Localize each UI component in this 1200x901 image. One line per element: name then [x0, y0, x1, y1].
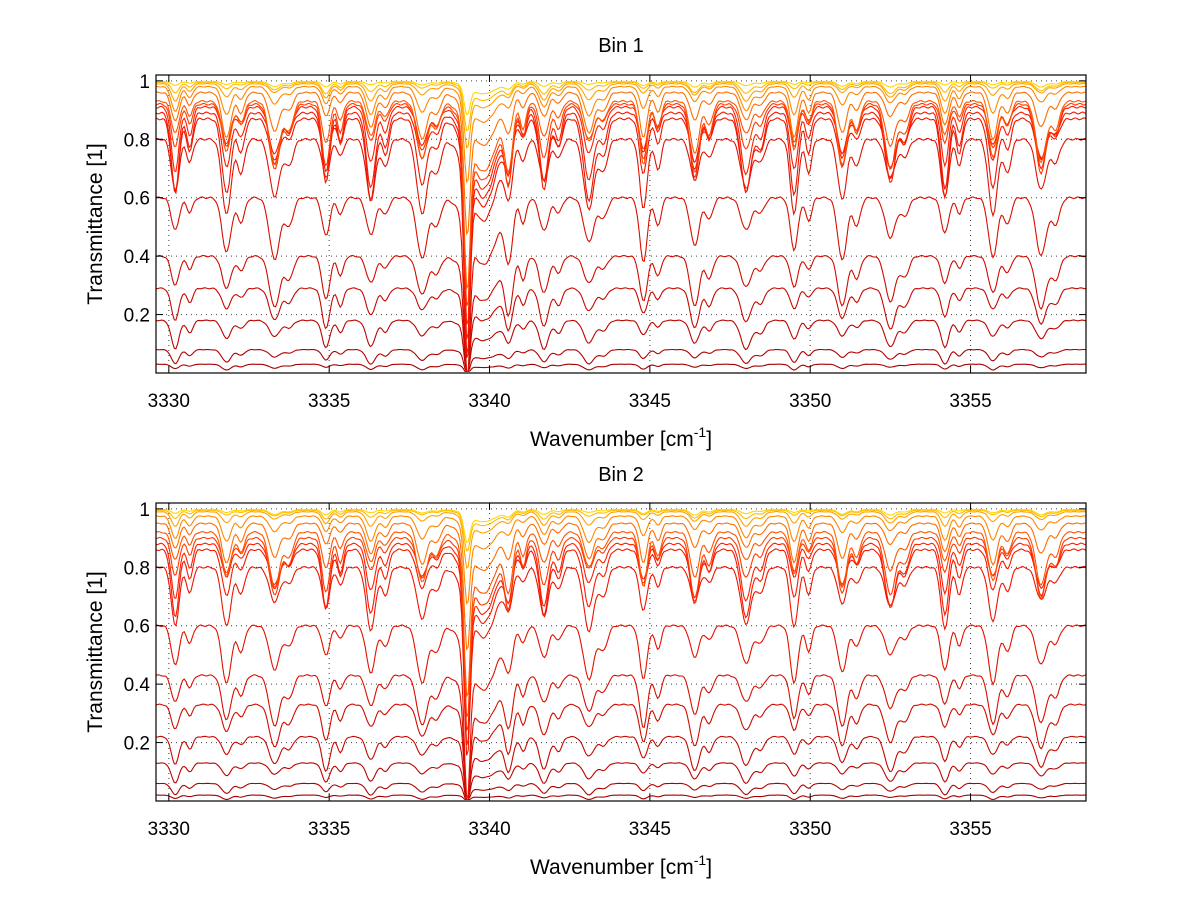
series-line: [155, 536, 1087, 718]
series-line: [155, 348, 1087, 373]
y-axis-label: Transmittance [1]: [84, 571, 107, 732]
plot-area: [155, 502, 1087, 802]
y-tick-label: 0.4: [124, 675, 151, 696]
y-axis-ticks: 0.2 0.4 0.6 0.8 1: [124, 500, 1086, 755]
x-axis-label: Wavenumber [cm-1]: [530, 424, 712, 451]
x-tick-label: 3330: [148, 819, 190, 840]
series-line: [155, 762, 1087, 801]
series-line: [156, 509, 1087, 552]
series-line: [155, 117, 1087, 354]
y-tick-label: 0.6: [124, 617, 150, 638]
y-tick-label: 0.8: [124, 558, 150, 579]
chart-panel-bin-1: Bin 1 3330 3335 3340 3345 3350 3355 0.2 0.4 0.6…: [84, 35, 1087, 451]
series-line: [155, 735, 1086, 801]
y-axis-label: Transmittance [1]: [84, 143, 107, 304]
chart-panel-bin-2: Bin 2 3330 3335 3340 3345 3350 3355 0.2 0.4 0.6…: [84, 464, 1087, 879]
series-line: [155, 102, 1087, 307]
y-tick-label: 0.2: [124, 306, 150, 327]
series-line: [155, 522, 1087, 651]
series-curves: [155, 508, 1087, 801]
y-tick-label: 0.8: [124, 130, 150, 151]
series-line: [155, 196, 1087, 373]
x-axis-ticks: 3330 3335 3340 3345 3350 3355: [148, 503, 992, 840]
series-line: [155, 83, 1087, 149]
series-line: [156, 105, 1087, 325]
series-line: [156, 363, 1086, 373]
series-line: [155, 137, 1087, 359]
series-curves: [155, 80, 1087, 373]
series-line: [155, 85, 1087, 184]
x-axis-label: Wavenumber [cm-1]: [530, 852, 712, 879]
series-line: [155, 287, 1086, 373]
x-tick-label: 3340: [468, 391, 510, 412]
series-line: [155, 674, 1087, 801]
series-line: [155, 531, 1087, 698]
y-tick-label: 0.2: [124, 734, 150, 755]
series-line: [155, 508, 1086, 544]
x-tick-label: 3355: [949, 391, 991, 412]
x-tick-label: 3335: [308, 819, 350, 840]
series-line: [155, 99, 1087, 291]
chart-title: Bin 2: [598, 464, 644, 486]
x-tick-label: 3350: [789, 819, 831, 840]
series-line: [155, 782, 1087, 801]
series-line: [155, 548, 1087, 746]
x-tick-label: 3340: [468, 819, 510, 840]
y-tick-label: 1: [139, 72, 150, 93]
y-tick-label: 0.4: [124, 247, 151, 268]
x-tick-label: 3345: [629, 819, 671, 840]
series-line: [155, 319, 1087, 373]
y-tick-label: 0.6: [124, 189, 150, 210]
x-tick-label: 3355: [949, 819, 991, 840]
series-line: [156, 794, 1086, 801]
series-line: [155, 80, 1086, 116]
series-line: [155, 254, 1087, 373]
series-line: [155, 511, 1087, 570]
series-line: [155, 515, 1087, 605]
x-tick-label: 3330: [148, 391, 190, 412]
chart-title: Bin 1: [598, 35, 644, 57]
x-axis-ticks: 3330 3335 3340 3345 3350 3355: [148, 75, 992, 412]
series-line: [155, 111, 1087, 340]
series-line: [155, 91, 1087, 236]
series-line: [155, 565, 1087, 756]
x-tick-label: 3350: [789, 391, 831, 412]
series-line: [155, 542, 1087, 731]
series-line: [156, 81, 1086, 132]
x-tick-label: 3335: [308, 391, 350, 412]
grid-layer: [156, 75, 1086, 373]
y-axis-ticks: 0.2 0.4 0.6 0.8 1: [124, 72, 1086, 327]
series-line: [155, 624, 1087, 799]
series-line: [155, 703, 1087, 801]
x-tick-label: 3345: [629, 391, 671, 412]
plot-area: [155, 74, 1087, 374]
y-tick-label: 1: [139, 500, 150, 521]
